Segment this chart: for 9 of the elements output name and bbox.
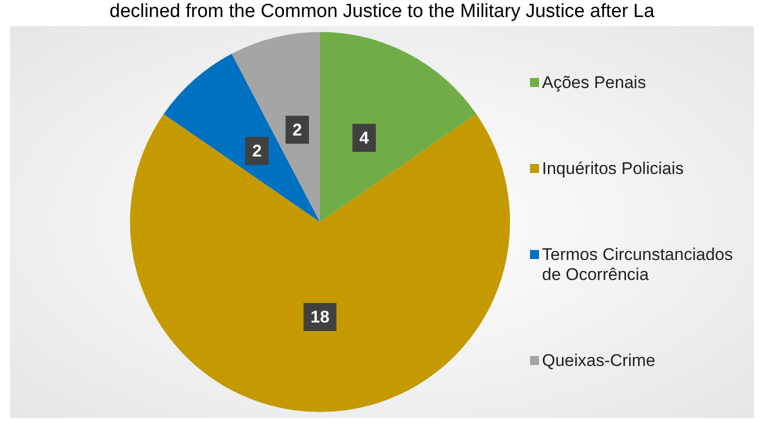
chart-title: declined from the Common Justice to the Military Justice after La (108, 0, 656, 24)
data-label: 4 (359, 128, 370, 148)
legend-label: Queixas-Crime (542, 351, 656, 371)
legend-label: Inquéritos Policiais (542, 159, 684, 179)
data-label: 2 (252, 142, 262, 161)
data-label: 2 (292, 120, 302, 140)
legend-label: Ações Penais (542, 73, 646, 93)
data-label: 18 (310, 308, 330, 327)
legend-label: Termos Circunstanciados de Ocorrência (542, 245, 734, 285)
